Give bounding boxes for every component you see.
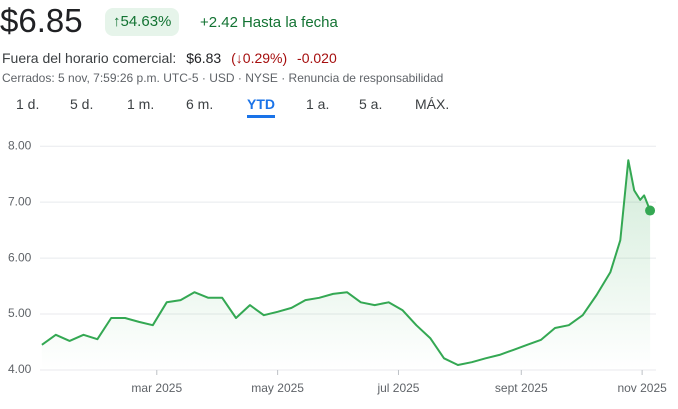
range-tab[interactable]: 5 d.	[70, 96, 94, 112]
range-tab[interactable]: 1 m.	[127, 96, 155, 112]
last-point	[645, 205, 656, 216]
range-tab[interactable]: 1 d.	[16, 96, 40, 112]
range-tab[interactable]: 5 a.	[359, 96, 383, 112]
y-tick-label: 4.00	[8, 362, 32, 376]
range-tab[interactable]: 1 a.	[306, 96, 330, 112]
y-tick-label: 6.00	[8, 250, 32, 264]
x-tick-label: jul 2025	[376, 381, 419, 395]
after-hours-price: $6.83	[186, 50, 222, 66]
after-hours-pct: (↓0.29%)	[231, 50, 288, 66]
change-value: +2.42	[200, 14, 238, 31]
x-tick-label: sept 2025	[495, 381, 548, 395]
price-line	[41, 159, 652, 366]
change-badge: ↑54.63%	[105, 8, 180, 36]
range-tab[interactable]: MÁX.	[415, 96, 450, 112]
status: Cerrados: 5 nov, 7:59:26 p.m. UTC-5 · US…	[2, 71, 444, 85]
area	[41, 160, 651, 370]
price: $6.85	[0, 2, 83, 39]
y-tick-label: 8.00	[8, 138, 32, 152]
y-tick-label: 5.00	[8, 306, 32, 320]
after-hours-label: Fuera del horario comercial:	[2, 50, 177, 66]
x-tick-label: nov 2025	[617, 381, 667, 395]
period: Hasta la fecha	[241, 14, 338, 31]
after-hours: Fuera del horario comercial: $6.83 (↓0.2…	[2, 50, 343, 66]
after-hours-change: -0.020	[297, 50, 337, 66]
y-tick-label: 7.00	[8, 194, 32, 208]
range-tab[interactable]: 6 m.	[186, 96, 214, 112]
x-tick-label: mar 2025	[131, 381, 182, 395]
x-tick-label: may 2025	[251, 381, 304, 395]
range-tab[interactable]: YTD	[247, 96, 275, 118]
change: +2.42 Hasta la fecha	[200, 14, 342, 31]
